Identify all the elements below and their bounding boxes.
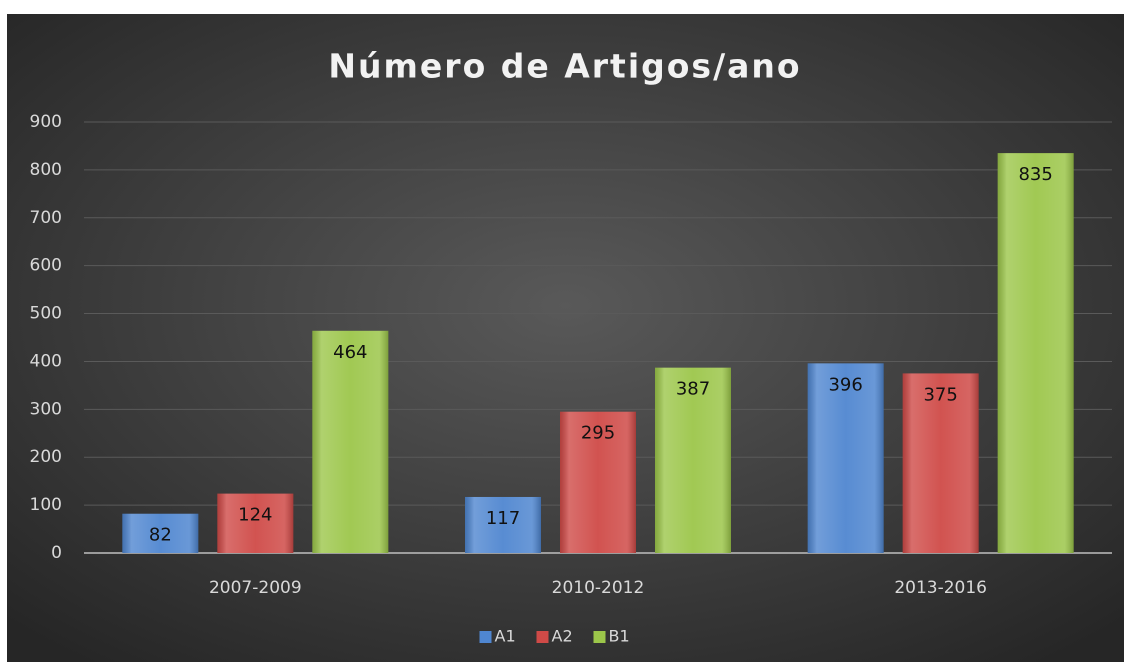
bar-shine <box>560 411 636 553</box>
data-label: 464 <box>333 342 367 363</box>
chart-background <box>7 14 1124 662</box>
legend-swatch <box>593 631 606 643</box>
legend-swatch <box>479 631 492 643</box>
bar-shine <box>217 493 294 553</box>
x-tick-label: 2007-2009 <box>209 578 302 598</box>
data-label: 117 <box>486 508 520 529</box>
x-tick-label: 2010-2012 <box>552 578 645 598</box>
bar-shine <box>122 513 199 553</box>
data-label: 124 <box>238 505 272 526</box>
y-tick-label: 600 <box>30 256 62 276</box>
y-tick-label: 400 <box>30 351 62 371</box>
y-tick-label: 800 <box>30 160 62 180</box>
bar-shine <box>997 153 1074 553</box>
data-label: 375 <box>923 384 957 405</box>
y-tick-label: 200 <box>30 447 62 467</box>
y-tick-label: 900 <box>30 112 62 132</box>
data-label: 396 <box>828 374 862 395</box>
y-tick-label: 0 <box>51 543 62 563</box>
data-label: 835 <box>1018 164 1052 185</box>
legend-label: B1 <box>609 627 630 646</box>
bar-shine <box>312 330 389 553</box>
bar-shine <box>655 367 731 553</box>
legend-swatch <box>536 631 549 643</box>
y-tick-label: 100 <box>30 495 62 515</box>
y-tick-label: 500 <box>30 304 62 324</box>
x-tick-label: 2013-2016 <box>894 578 987 598</box>
bar-shine <box>902 373 979 553</box>
bar-shine <box>465 496 541 553</box>
data-label: 82 <box>149 525 172 546</box>
y-tick-label: 300 <box>30 399 62 419</box>
data-label: 387 <box>676 379 710 400</box>
data-label: 295 <box>581 423 615 444</box>
legend-label: A2 <box>552 627 573 646</box>
y-tick-label: 700 <box>30 208 62 228</box>
chart-title: Número de Artigos/ano <box>328 47 801 86</box>
bar-shine <box>807 363 884 553</box>
legend-label: A1 <box>495 627 516 646</box>
